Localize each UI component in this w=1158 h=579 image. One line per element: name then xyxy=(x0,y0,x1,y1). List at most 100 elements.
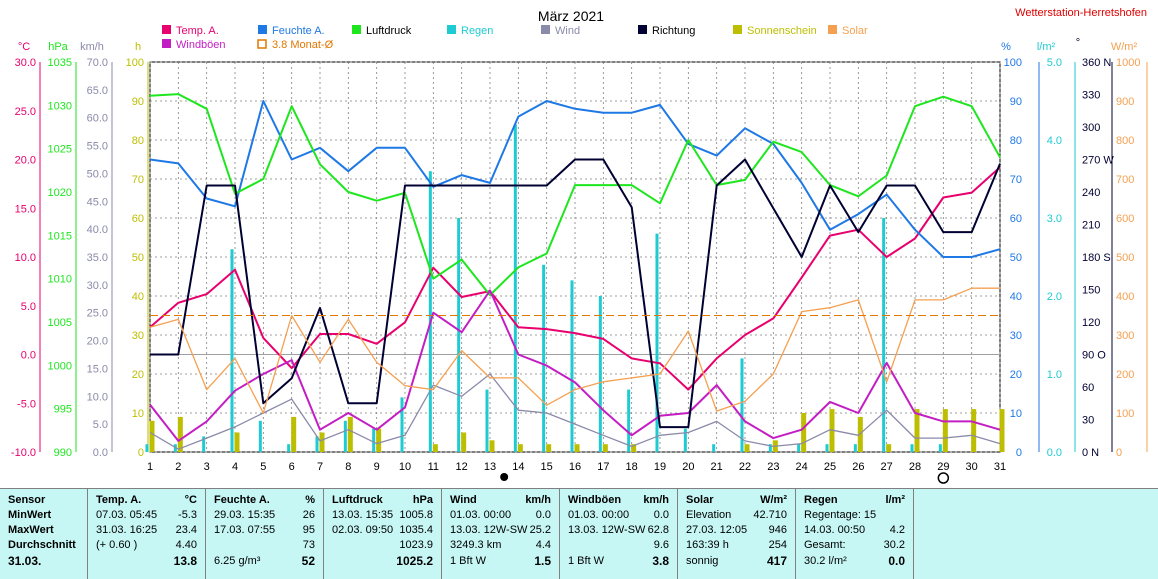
stats-title: Temp. A. xyxy=(96,494,142,506)
x-tick: 22 xyxy=(739,461,751,473)
wind-tick: 50.0 xyxy=(87,168,108,180)
stats-unit: l/m² xyxy=(885,494,905,506)
bar-rain xyxy=(372,428,376,452)
legend-swatch xyxy=(541,25,550,34)
solar-tick: 400 xyxy=(1116,291,1134,303)
row-label-max: MaxWert xyxy=(8,524,54,536)
sun-tick: 80 xyxy=(132,135,144,147)
unit-rain: l/m² xyxy=(1037,41,1056,53)
stats-value: 4.4 xyxy=(535,539,551,551)
stats-unit: hPa xyxy=(412,494,433,506)
bars xyxy=(145,124,1005,453)
legend-label: Solar xyxy=(842,25,868,37)
unit-humidity: % xyxy=(1001,41,1011,53)
stats-col-rain: Regen l/m² Regentage: 15 14.03. 00:50 4.2 Ges… xyxy=(796,489,914,579)
x-tick: 2 xyxy=(175,461,181,473)
direction-tick: 240 xyxy=(1082,187,1100,199)
temp-tick: 5.0 xyxy=(21,301,36,313)
x-tick: 27 xyxy=(881,461,893,473)
wind-tick: 5.0 xyxy=(93,419,108,431)
bar-rain xyxy=(145,444,149,452)
legend-label: Luftdruck xyxy=(366,25,412,37)
weather-chart: März 2021 Wetterstation-Herretshofen Tem… xyxy=(11,7,1148,484)
sun-tick: 70 xyxy=(132,174,144,186)
stats-value: 1005.8 xyxy=(399,509,433,521)
unit-wind: km/h xyxy=(80,41,104,53)
direction-tick: 330 xyxy=(1082,90,1100,102)
stats-value: 73 xyxy=(302,539,315,551)
row-label-date: 31.03. xyxy=(8,554,42,568)
station-name: Wetterstation-Herretshofen xyxy=(1015,7,1147,19)
legend-swatch xyxy=(638,25,647,34)
bar-sunshine xyxy=(999,409,1005,452)
bar-rain xyxy=(570,280,574,452)
x-tick: 15 xyxy=(541,461,553,473)
bar-sunshine xyxy=(602,444,608,452)
x-tick: 16 xyxy=(569,461,581,473)
direction-tick: 270 W xyxy=(1082,155,1114,167)
pressure-tick: 995 xyxy=(54,404,72,416)
stats-value: 9.6 xyxy=(653,539,669,551)
stats-label: Gesamt: xyxy=(804,539,846,551)
stats-col-humidity: Feuchte A.% 29.03. 15:35 26 17.03. 07:55 95 7… xyxy=(206,489,324,579)
x-tick: 1 xyxy=(147,461,153,473)
wind-tick: 45.0 xyxy=(87,196,108,208)
moon-new-marker xyxy=(500,473,509,481)
bar-rain xyxy=(882,218,886,452)
stats-value: 23.4 xyxy=(175,524,197,536)
legend-swatch xyxy=(257,39,267,49)
bar-sunshine xyxy=(319,432,325,452)
sun-tick: 90 xyxy=(132,96,144,108)
bar-sunshine xyxy=(546,444,552,452)
bar-sunshine xyxy=(631,444,637,452)
stats-unit: °C xyxy=(184,494,197,506)
bar-rain xyxy=(230,249,234,452)
solar-tick: 300 xyxy=(1116,330,1134,342)
stats-unit: km/h xyxy=(643,494,669,506)
rain-tick: 5.0 xyxy=(1047,57,1062,69)
stats-title: Solar xyxy=(686,494,714,506)
stats-value: 0.0 xyxy=(888,554,905,568)
direction-tick: 0 N xyxy=(1082,447,1099,459)
temp-tick: 10.0 xyxy=(15,252,36,264)
stats-col-pressure: Luftdruck hPa 13.03. 15:35 1005.8 02.03. 09:… xyxy=(324,489,442,579)
temp-tick: 30.0 xyxy=(15,57,36,69)
legend-swatch xyxy=(733,25,742,34)
bar-rain xyxy=(513,124,517,453)
stats-label: 163:39 h xyxy=(686,539,729,551)
row-label-avg: Durchschnitt xyxy=(8,539,76,551)
stats-value: 1025.2 xyxy=(396,554,433,568)
stats-value: 95 xyxy=(302,524,315,536)
rain-tick: 1.0 xyxy=(1047,369,1062,381)
rain-tick: 3.0 xyxy=(1047,213,1062,225)
legend-label: Feuchte A. xyxy=(272,25,325,37)
series-line-windb-en xyxy=(149,289,1001,442)
bar-sunshine xyxy=(347,416,353,452)
unit-direction: ° xyxy=(1076,37,1080,49)
sun-tick: 30 xyxy=(132,330,144,342)
direction-tick: 150 xyxy=(1082,285,1100,297)
humidity-tick: 70 xyxy=(1010,174,1022,186)
series-line-feuchte-a- xyxy=(149,100,1001,258)
sun-tick: 100 xyxy=(126,57,144,69)
stats-label: 17.03. 07:55 xyxy=(214,524,276,536)
stats-value: 13.8 xyxy=(173,554,197,568)
stats-unit: W/m² xyxy=(760,494,787,506)
direction-tick: 60 xyxy=(1082,382,1094,394)
bar-rain xyxy=(938,444,942,452)
bar-rain xyxy=(258,420,262,452)
legend-swatch xyxy=(828,25,837,34)
sun-tick: 0 xyxy=(138,447,144,459)
stats-value: 26 xyxy=(302,509,315,521)
direction-tick: 120 xyxy=(1082,317,1100,329)
x-tick: 26 xyxy=(852,461,864,473)
stats-col-gusts: Windböen km/h 01.03. 00:00 0.0 13.03. 12W-SW… xyxy=(560,489,678,579)
pressure-tick: 1015 xyxy=(48,230,72,242)
stats-panel: Sensor MinWert MaxWert Durchschnitt 31.0… xyxy=(0,488,1158,579)
solar-tick: 900 xyxy=(1116,96,1134,108)
direction-tick: 360 N xyxy=(1082,57,1111,69)
bar-sunshine xyxy=(461,432,467,452)
direction-tick: 300 xyxy=(1082,122,1100,134)
stats-label: 31.03. 16:25 xyxy=(96,524,158,536)
legend: Temp. A. Feuchte A. Luftdruck Regen Wind Rich… xyxy=(162,25,868,51)
